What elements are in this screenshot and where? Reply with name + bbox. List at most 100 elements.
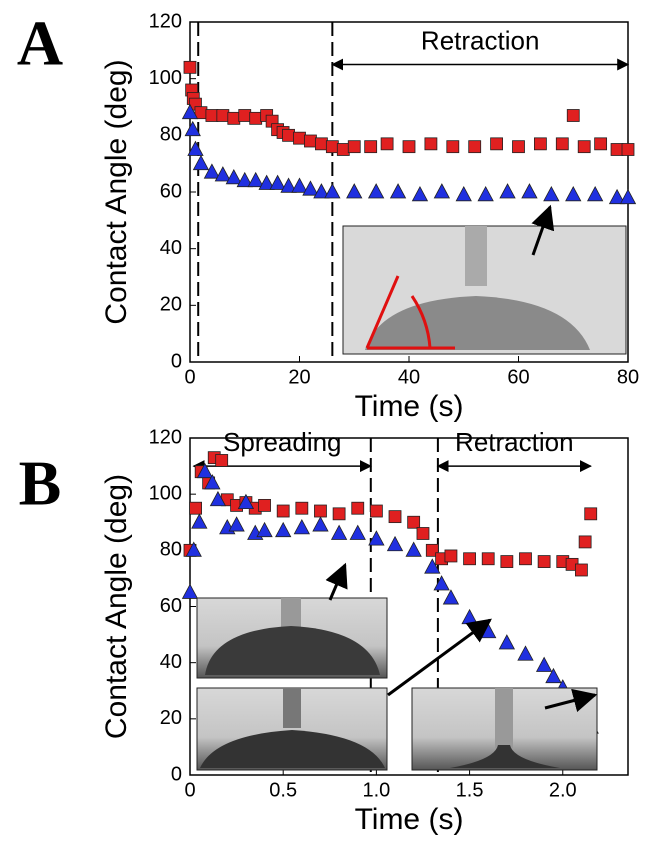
x-tick-label: 60 — [507, 366, 529, 388]
x-tick-label: 20 — [288, 366, 310, 388]
square-point — [215, 454, 229, 467]
square-point — [314, 504, 327, 518]
square-point — [555, 137, 569, 151]
square-point — [314, 137, 328, 151]
triangle-point — [477, 185, 494, 202]
square-point — [336, 143, 350, 156]
y-tick-label: 0 — [171, 763, 182, 785]
square-point — [183, 60, 197, 74]
needle — [283, 688, 301, 728]
droplet — [205, 626, 380, 675]
triangle-point — [236, 171, 253, 188]
triangle-point — [269, 174, 286, 190]
annotation: Retraction — [455, 427, 574, 457]
y-axis-title: Contact Angle (deg) — [100, 59, 133, 324]
y-tick-label: 20 — [160, 707, 182, 729]
x-tick-label: 0 — [184, 366, 195, 388]
triangle-point — [324, 183, 341, 199]
square-point — [534, 137, 547, 151]
x-tick-label: 0 — [184, 779, 195, 801]
needle — [465, 226, 487, 286]
y-tick-label: 80 — [160, 124, 182, 146]
triangle-point — [499, 183, 516, 199]
y-tick-label: 80 — [160, 539, 182, 561]
y-tick-label: 20 — [160, 294, 182, 316]
triangle-point — [455, 185, 472, 202]
triangle-point — [302, 180, 319, 196]
triangle-point — [203, 163, 221, 179]
square-point — [416, 527, 430, 540]
square-point — [468, 140, 482, 154]
square-point — [490, 137, 504, 151]
panel-label: B — [19, 448, 62, 519]
triangle-point — [405, 541, 422, 557]
angle-marking — [365, 275, 455, 350]
square-point — [584, 507, 598, 521]
pointer-arrow — [531, 204, 555, 256]
square-point — [444, 549, 458, 563]
insets — [196, 225, 627, 771]
pointer-arrows — [325, 204, 598, 713]
y-tick-label: 120 — [149, 10, 182, 32]
square-point — [380, 137, 394, 151]
triangle-point — [349, 524, 366, 540]
triangle-point — [291, 177, 308, 193]
square-point — [578, 535, 592, 549]
triangle-point — [442, 589, 460, 605]
needle — [495, 688, 513, 748]
square-point — [575, 563, 588, 577]
triangle-point — [424, 558, 441, 574]
x-tick-label: 0.5 — [269, 779, 297, 801]
annotation: Retraction — [421, 25, 540, 55]
triangle-point — [181, 103, 199, 120]
square-point — [446, 140, 460, 154]
x-tick-label: 80 — [617, 366, 639, 388]
x-axis-title: Time (s) — [355, 390, 464, 423]
square-point — [364, 140, 378, 154]
square-point — [537, 555, 551, 568]
triangle-point — [185, 541, 202, 557]
triangle-point — [411, 185, 429, 202]
triangle-point — [368, 530, 385, 546]
square-point — [276, 504, 290, 518]
pointer-arrow — [544, 688, 598, 713]
triangle-point — [256, 521, 273, 538]
y-tick-label: 40 — [160, 651, 182, 673]
square-point — [258, 498, 271, 512]
triangle-point — [181, 583, 199, 599]
triangle-point — [225, 168, 242, 185]
triangle-point — [184, 120, 201, 137]
triangle-point — [209, 490, 227, 507]
triangle-point — [386, 535, 404, 552]
square-point — [332, 507, 346, 521]
triangle-point — [280, 177, 297, 193]
x-tick-label: 2.0 — [549, 779, 577, 801]
triangle-point — [433, 183, 451, 199]
square-point — [295, 501, 309, 515]
droplet — [200, 730, 385, 768]
square-point — [189, 501, 202, 515]
y-tick-label: 100 — [149, 482, 182, 504]
square-point — [216, 109, 230, 122]
square-point — [388, 510, 402, 524]
square-point — [351, 501, 365, 515]
square-point — [481, 552, 495, 566]
triangle-point — [228, 516, 245, 532]
triangle-point — [192, 154, 210, 171]
triangle-point — [498, 634, 516, 650]
x-axis-title: Time (s) — [355, 803, 464, 836]
square-point — [325, 140, 339, 154]
y-tick-label: 120 — [149, 426, 182, 448]
triangle-point — [258, 174, 275, 190]
triangle-point — [196, 462, 214, 479]
y-tick-label: 0 — [171, 350, 182, 372]
triangle-point — [204, 474, 221, 490]
triangle-point — [543, 185, 560, 202]
triangle-point — [521, 183, 538, 199]
triangle-point — [214, 166, 232, 182]
y-tick-label: 40 — [160, 237, 182, 259]
triangle-point — [293, 519, 310, 535]
square-point — [402, 140, 416, 154]
square-point — [227, 111, 241, 125]
square-point — [369, 504, 383, 518]
